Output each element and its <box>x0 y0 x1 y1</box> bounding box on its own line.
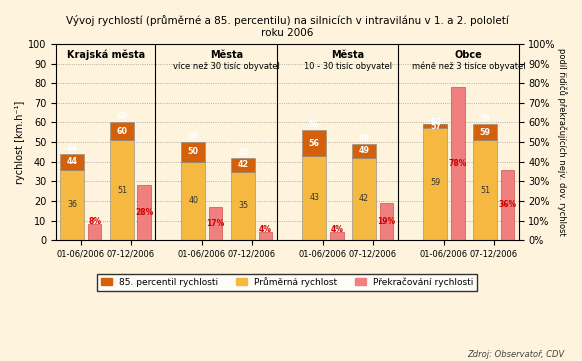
Bar <box>302 156 327 240</box>
Bar <box>231 158 255 171</box>
Text: Města: Města <box>331 50 364 60</box>
Bar <box>379 203 393 240</box>
Bar <box>423 125 448 128</box>
Text: 36: 36 <box>67 200 77 209</box>
Text: 42: 42 <box>359 195 369 204</box>
Text: 59: 59 <box>430 178 441 187</box>
Text: méně než 3 tisíce obyvatel: méně než 3 tisíce obyvatel <box>412 62 526 71</box>
Text: 60: 60 <box>116 113 127 121</box>
Text: 19%: 19% <box>377 217 396 226</box>
Text: 10 - 30 tisíc obyvatel: 10 - 30 tisíc obyvatel <box>304 62 392 71</box>
Text: 28%: 28% <box>135 208 154 217</box>
Text: 4%: 4% <box>259 225 272 234</box>
Bar <box>451 87 464 240</box>
Bar <box>330 232 343 240</box>
Y-axis label: podíl řidičů překračujících nejv. dov. rychlost: podíl řidičů překračujících nejv. dov. r… <box>557 48 567 236</box>
Text: 51: 51 <box>117 186 127 195</box>
Legend: 85. percentil rychlosti, Průměrná rychlost, Překračování rychlosti: 85. percentil rychlosti, Průměrná rychlo… <box>97 274 477 291</box>
Bar <box>352 144 376 158</box>
Bar <box>110 122 134 140</box>
Text: Zdroj: Observatoř, CDV: Zdroj: Observatoř, CDV <box>467 351 565 360</box>
Title: Vývoj rychlostí (průměrné a 85. percentilu) na silnicích v intravilánu v 1. a 2.: Vývoj rychlostí (průměrné a 85. percenti… <box>66 15 509 38</box>
Text: 4%: 4% <box>330 225 343 234</box>
Text: 60: 60 <box>116 127 127 136</box>
Bar <box>110 140 134 240</box>
Text: Obce: Obce <box>455 50 482 60</box>
Bar <box>181 142 205 162</box>
Text: 59: 59 <box>480 114 491 123</box>
Bar <box>60 154 84 170</box>
Text: 40: 40 <box>188 196 198 205</box>
Text: 59: 59 <box>480 128 491 137</box>
Text: 35: 35 <box>238 201 248 210</box>
Text: 42: 42 <box>237 148 249 157</box>
Text: 42: 42 <box>237 160 249 169</box>
Bar <box>473 140 497 240</box>
Bar <box>137 185 151 240</box>
Text: 51: 51 <box>480 186 490 195</box>
Bar <box>352 158 376 240</box>
Bar <box>473 125 497 140</box>
Text: Města: Města <box>210 50 243 60</box>
Text: 56: 56 <box>309 120 320 129</box>
Bar <box>88 225 101 240</box>
Text: 49: 49 <box>359 147 370 155</box>
Bar <box>231 171 255 240</box>
Bar <box>209 207 222 240</box>
Text: 56: 56 <box>309 139 320 148</box>
Text: 43: 43 <box>309 193 320 203</box>
Text: 50: 50 <box>188 147 198 156</box>
Y-axis label: rychlost [km.h⁻¹]: rychlost [km.h⁻¹] <box>15 100 25 184</box>
Bar <box>423 125 448 240</box>
Bar <box>181 162 205 240</box>
Text: 17%: 17% <box>207 219 225 228</box>
Text: 78%: 78% <box>449 159 467 168</box>
Text: 57: 57 <box>430 118 441 127</box>
Text: 57: 57 <box>430 122 441 131</box>
Text: Krajská města: Krajská města <box>66 50 145 60</box>
Text: 49: 49 <box>359 134 370 143</box>
Text: 50: 50 <box>188 132 198 141</box>
Bar <box>60 170 84 240</box>
Text: 36%: 36% <box>498 200 517 209</box>
Bar <box>501 170 514 240</box>
Text: 8%: 8% <box>88 217 101 226</box>
Bar <box>258 232 272 240</box>
Text: více než 30 tisíc obyvatel: více než 30 tisíc obyvatel <box>173 62 280 71</box>
Text: 44: 44 <box>67 144 77 153</box>
Text: 44: 44 <box>67 157 77 166</box>
Bar <box>302 130 327 156</box>
